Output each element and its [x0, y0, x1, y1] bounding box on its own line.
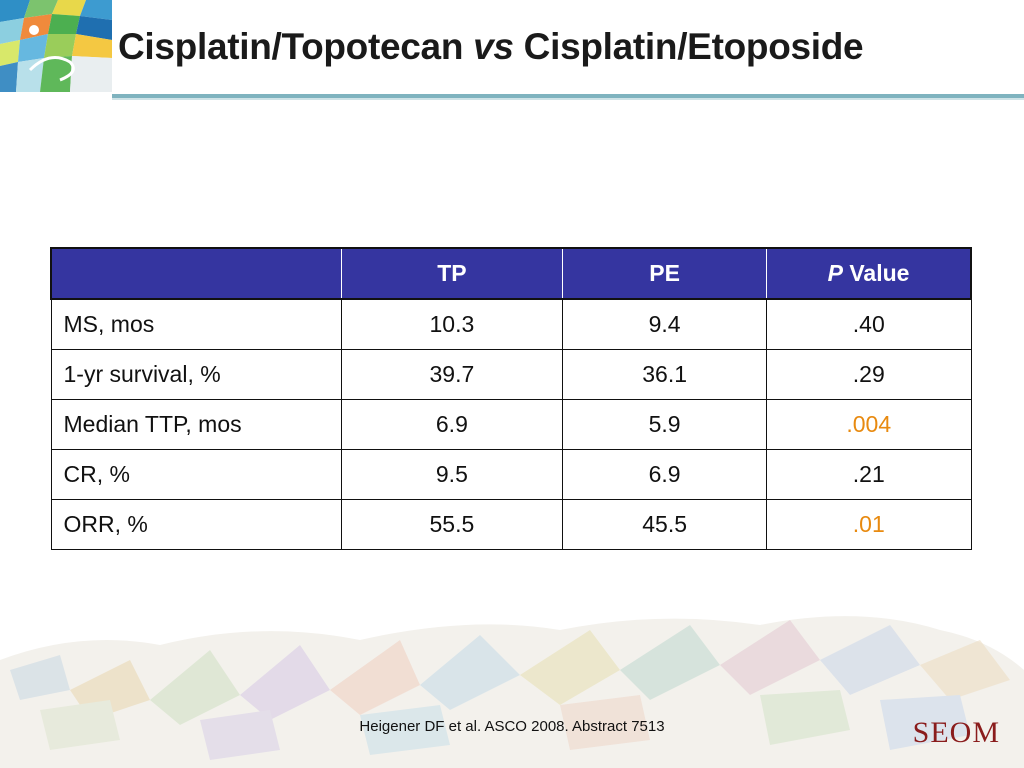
- row-label: MS, mos: [50, 298, 342, 350]
- header-tp: TP: [340, 247, 564, 300]
- cell-tp: 9.5: [340, 449, 564, 500]
- row-label: CR, %: [50, 449, 342, 500]
- header-empty-cell: [49, 247, 342, 300]
- cell-p: .40: [766, 298, 972, 350]
- seom-logo: SEOM: [912, 716, 1000, 749]
- table-row: 1-yr survival, % 39.7 36.1 .29: [50, 349, 972, 400]
- cell-p-significant: .01: [766, 499, 972, 550]
- cell-pe: 45.5: [562, 499, 768, 550]
- cell-pe: 9.4: [562, 298, 768, 350]
- row-label: 1-yr survival, %: [50, 349, 342, 400]
- title-rule: [112, 94, 1024, 98]
- header-p-value: P Value: [766, 247, 973, 300]
- cell-tp: 55.5: [340, 499, 564, 550]
- table-row: MS, mos 10.3 9.4 .40: [50, 298, 972, 350]
- cell-pe: 36.1: [562, 349, 768, 400]
- slide-title: Cisplatin/Topotecan vs Cisplatin/Etoposi…: [118, 26, 864, 68]
- title-part1: Cisplatin/Topotecan: [118, 26, 474, 67]
- table-header-row: TP PE P Value: [49, 247, 973, 300]
- table-row: ORR, % 55.5 45.5 .01: [50, 499, 972, 550]
- results-table: TP PE P Value MS, mos 10.3 9.4 .40 1-yr …: [49, 247, 973, 550]
- cell-pe: 6.9: [562, 449, 768, 500]
- title-part2: Cisplatin/Etoposide: [513, 26, 864, 67]
- cell-tp: 39.7: [340, 349, 564, 400]
- header-p-italic: P: [827, 260, 843, 286]
- header-p-rest: Value: [842, 260, 910, 286]
- mosaic-logo: [0, 0, 112, 92]
- mosaic-footer-decoration: [0, 616, 1024, 768]
- table-row: CR, % 9.5 6.9 .21: [50, 449, 972, 500]
- row-label: Median TTP, mos: [50, 399, 342, 450]
- cell-p: .21: [766, 449, 972, 500]
- cell-tp: 10.3: [340, 298, 564, 350]
- table-row: Median TTP, mos 6.9 5.9 .004: [50, 399, 972, 450]
- cell-pe: 5.9: [562, 399, 768, 450]
- cell-p: .29: [766, 349, 972, 400]
- cell-p-significant: .004: [766, 399, 972, 450]
- header-pe: PE: [562, 247, 768, 300]
- title-rule-shadow: [112, 98, 1024, 100]
- citation-text: Heigener DF et al. ASCO 2008. Abstract 7…: [359, 718, 665, 735]
- row-label: ORR, %: [50, 499, 342, 550]
- title-vs: vs: [473, 26, 514, 67]
- cell-tp: 6.9: [340, 399, 564, 450]
